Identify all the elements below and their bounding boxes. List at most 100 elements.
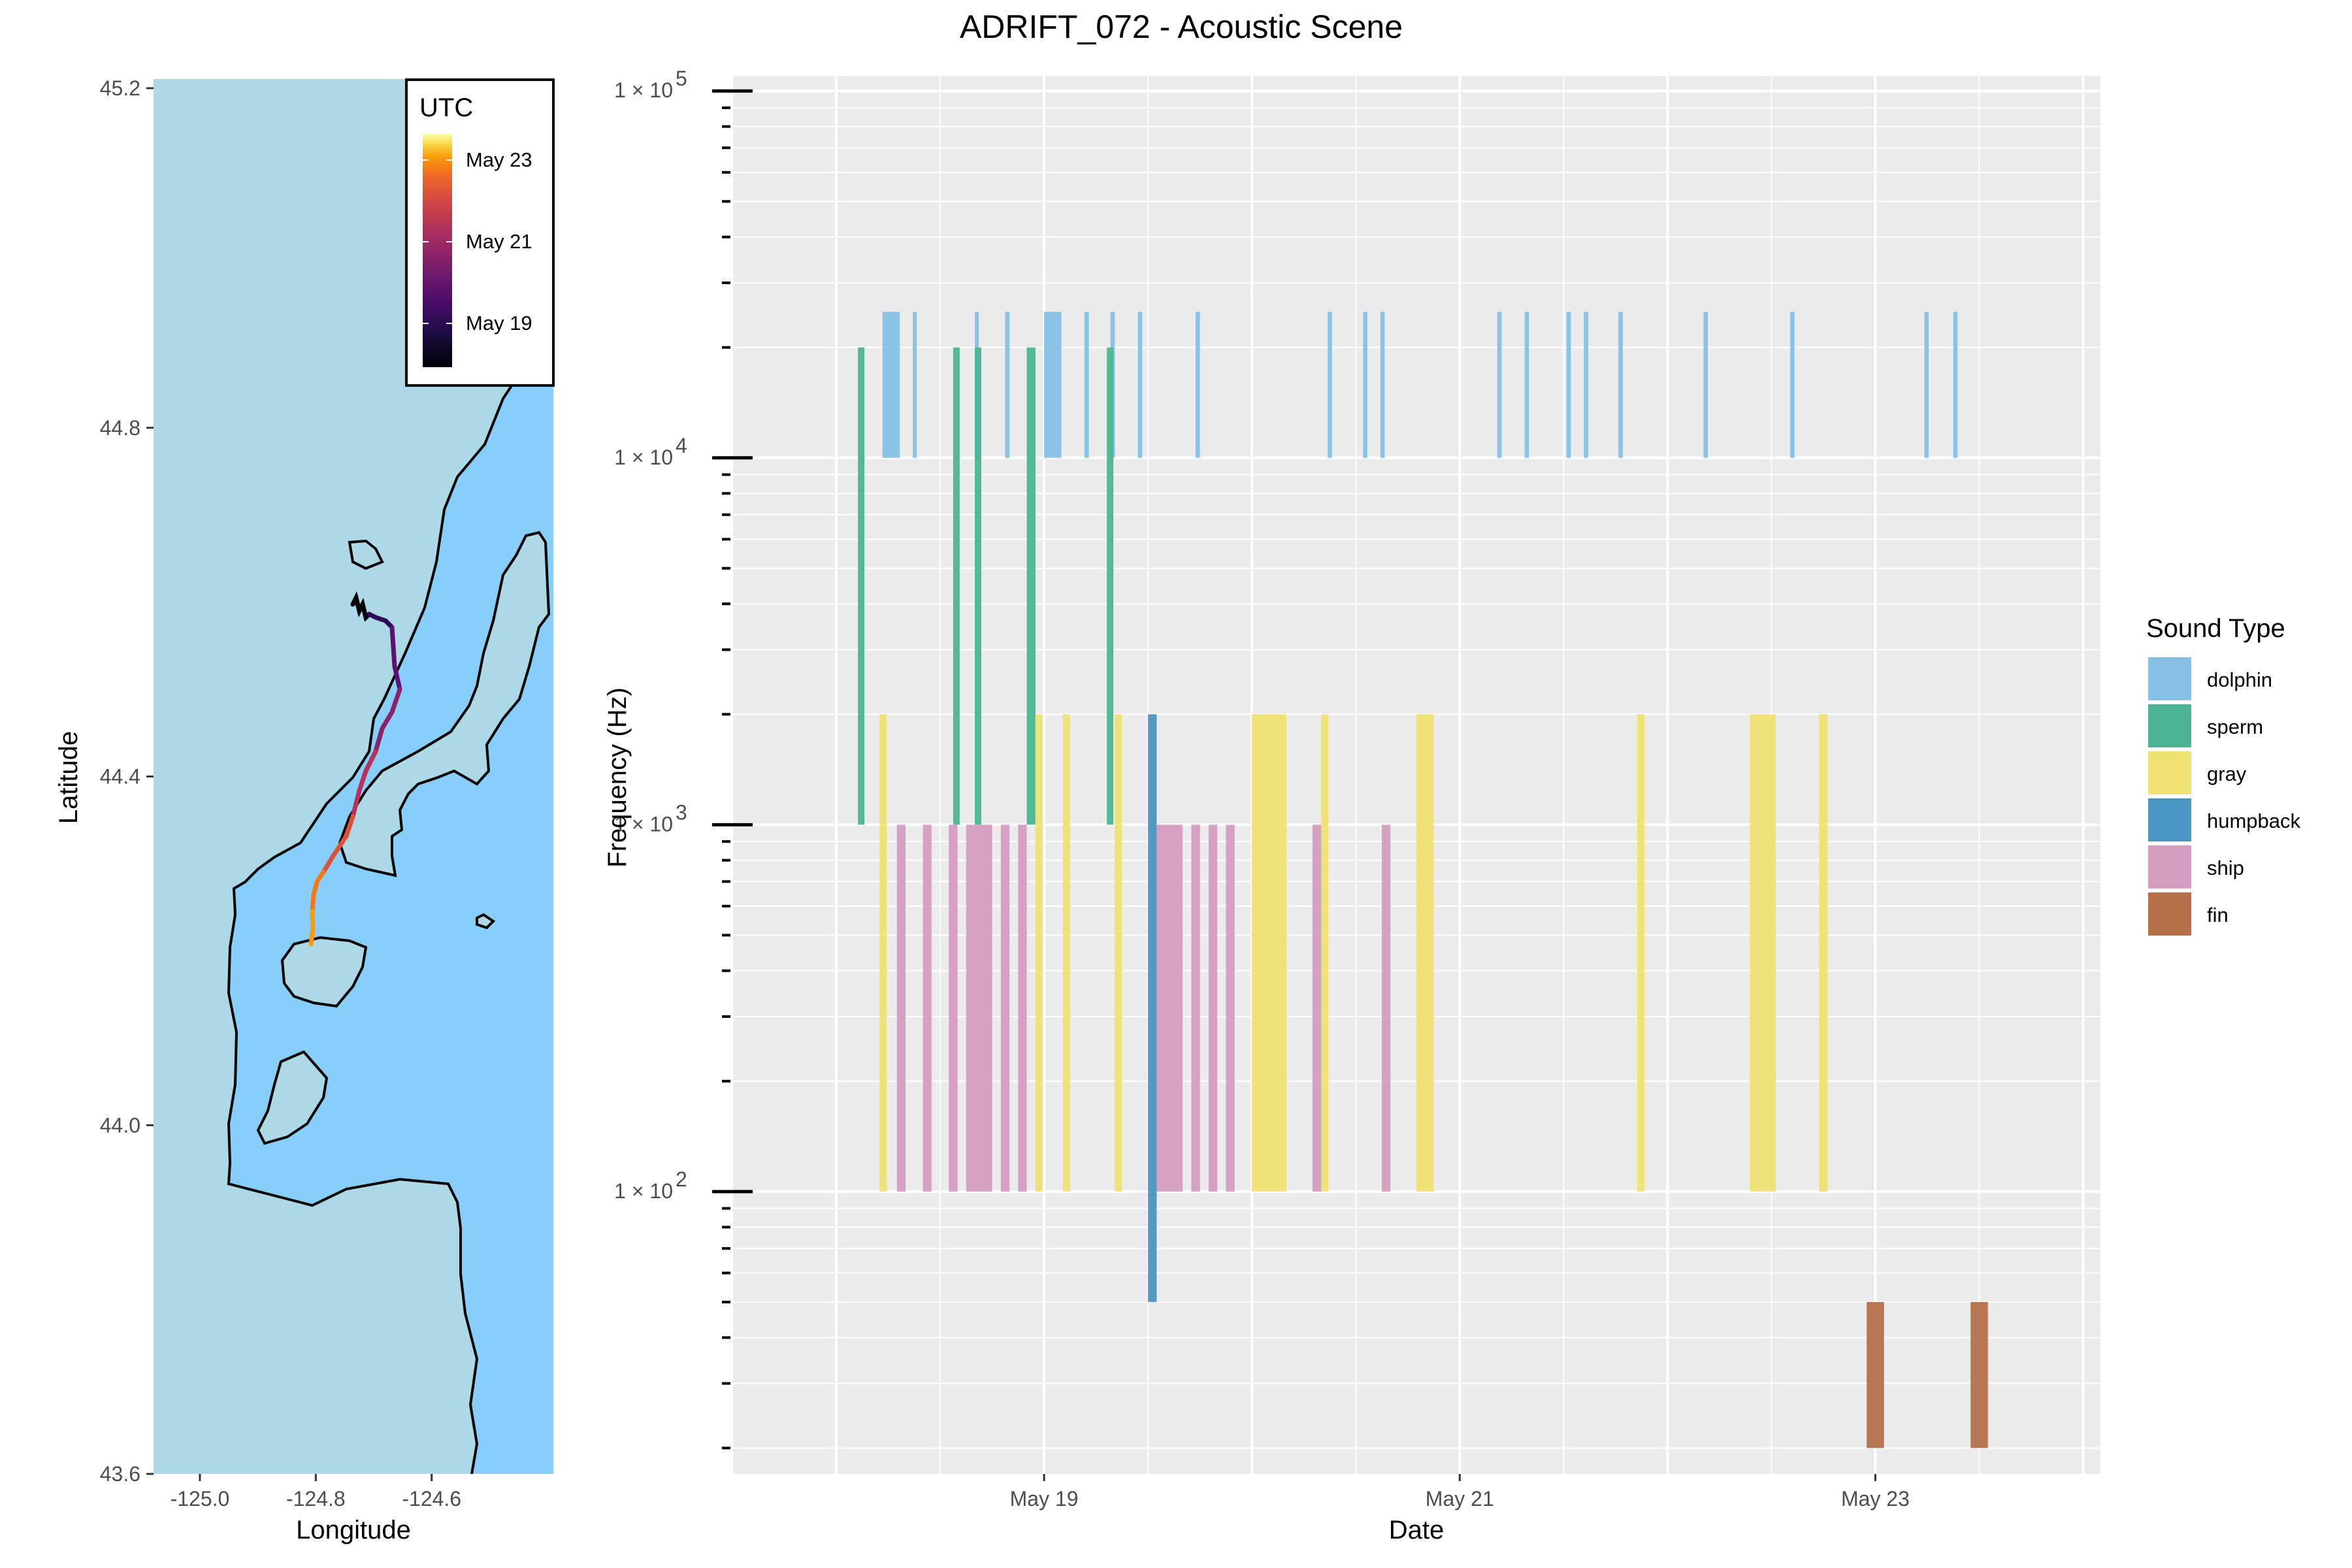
map-x-axis: -125.0 -124.8 -124.6 — [171, 1474, 461, 1511]
event-bar-ship — [896, 825, 906, 1192]
drift-track — [308, 591, 402, 947]
event-bar-dolphin — [1584, 312, 1588, 458]
event-bar-dolphin — [895, 312, 900, 458]
map-land-lobe-1 — [338, 531, 551, 877]
event-bar-ship — [1381, 825, 1391, 1192]
event-bar-dolphin — [1566, 312, 1571, 458]
event-bar-dolphin — [1497, 312, 1502, 458]
map-y-axis-title: Latitude — [54, 731, 83, 824]
map-land-lobe-3 — [256, 1050, 329, 1145]
map-coastline — [227, 378, 517, 1474]
chart-y-tick-exponent: 5 — [676, 67, 687, 90]
event-bar-ship — [1208, 825, 1218, 1192]
chart-y-tick-label: 1 × 10 — [614, 1179, 673, 1203]
legend-label-fin: fin — [2207, 904, 2229, 926]
event-bar-ship — [1191, 825, 1200, 1192]
event-bar-dolphin — [1363, 312, 1367, 458]
chart-y-tick-exponent: 2 — [676, 1168, 687, 1191]
event-bar-gray — [879, 714, 887, 1192]
map-panel: 43.644.044.444.845.2 -125.0 -124.8 -124.6 … — [54, 76, 555, 1544]
map-land-lobe-5 — [476, 913, 496, 930]
legend-label-dolphin: dolphin — [2207, 668, 2272, 691]
map-x-tick-label: -125.0 — [171, 1487, 230, 1511]
chart-y-tick-exponent: 4 — [676, 434, 687, 457]
event-bar-humpback — [1148, 714, 1157, 1302]
event-bar-dolphin — [1924, 312, 1929, 458]
event-bar-dolphin — [1196, 312, 1200, 458]
event-bar-dolphin — [1328, 312, 1332, 458]
event-bar-ship — [1156, 825, 1183, 1192]
chart-bars — [858, 312, 1988, 1448]
utc-legend-title: UTC — [419, 93, 473, 122]
map-y-tick-label: 44.8 — [100, 416, 140, 440]
event-bar-dolphin — [887, 312, 891, 458]
legend-key-dolphin — [2147, 656, 2193, 702]
map-x-axis-title: Longitude — [296, 1516, 411, 1544]
utc-tick-label: May 23 — [466, 148, 532, 171]
sound-type-legend-title: Sound Type — [2146, 614, 2285, 643]
event-bar-dolphin — [1790, 312, 1795, 458]
event-bar-dolphin — [1953, 312, 1958, 458]
event-bar-gray — [1819, 714, 1828, 1192]
map-land-lobe-2 — [280, 936, 368, 1008]
event-bar-ship — [1018, 825, 1027, 1192]
event-bar-dolphin — [913, 312, 917, 458]
event-bar-dolphin — [1703, 312, 1708, 458]
chart-y-axis-title: Frequency (Hz) — [603, 687, 632, 868]
event-bar-gray — [1416, 714, 1434, 1192]
utc-colorbar-ticks: May 23 May 21 May 19 — [423, 148, 532, 335]
event-bar-sperm — [1026, 347, 1036, 825]
legend-label-gray: gray — [2207, 762, 2247, 785]
event-bar-sperm — [953, 347, 960, 825]
event-bar-dolphin — [890, 312, 896, 458]
chart-x-tick-label: May 21 — [1426, 1487, 1494, 1511]
event-bar-gray — [1062, 714, 1070, 1192]
event-bar-ship — [923, 825, 932, 1192]
event-bar-gray — [1637, 714, 1644, 1192]
sound-type-legend-entries: dolphin sperm gray humpback ship fin — [2147, 656, 2301, 937]
map-y-tick-label: 45.2 — [100, 76, 140, 100]
map-x-tick-label: -124.6 — [402, 1487, 461, 1511]
map-y-tick-label: 44.4 — [100, 765, 140, 789]
chart-x-tick-label: May 19 — [1010, 1487, 1079, 1511]
utc-legend: UTC May 23 May 21 May 19 — [405, 78, 555, 387]
chart-x-tick-label: May 23 — [1841, 1487, 1910, 1511]
chart-panel: 1 × 10 21 × 10 31 × 10 41 × 10 5 May 19 May 2… — [603, 67, 2100, 1544]
chart-y-tick-label: 1 × 10 — [614, 446, 673, 469]
event-bar-dolphin — [1084, 312, 1089, 458]
figure-title: ADRIFT_072 - Acoustic Scene — [960, 8, 1403, 45]
event-bar-ship — [1312, 825, 1322, 1192]
event-bar-fin — [1867, 1301, 1884, 1448]
utc-tick-label: May 21 — [466, 230, 532, 253]
map-y-axis: 43.6 44.0 44.4 44.8 45.2 — [100, 76, 154, 1486]
chart-x-axis-title: Date — [1389, 1516, 1445, 1544]
event-bar-dolphin — [1044, 312, 1062, 458]
event-bar-ship — [1000, 825, 1010, 1192]
chart-y-tick-label: 1 × 10 — [614, 812, 673, 836]
utc-tick-label: May 19 — [466, 312, 532, 335]
legend-label-ship: ship — [2207, 857, 2244, 879]
map-x-tick-label: -124.8 — [286, 1487, 346, 1511]
event-bar-gray — [1750, 714, 1776, 1192]
event-bar-gray — [1321, 714, 1329, 1192]
legend-key-fin — [2147, 891, 2193, 937]
event-bar-sperm — [1107, 347, 1114, 825]
legend-key-gray — [2147, 750, 2193, 796]
event-bar-ship — [966, 825, 992, 1192]
event-bar-gray — [1115, 714, 1122, 1192]
event-bar-ship — [949, 825, 958, 1192]
legend-label-humpback: humpback — [2207, 809, 2301, 832]
event-bar-dolphin — [882, 312, 887, 458]
event-bar-dolphin — [1137, 312, 1143, 458]
event-bar-dolphin — [1380, 312, 1385, 458]
event-bar-fin — [1970, 1301, 1988, 1448]
event-bar-dolphin — [1524, 312, 1529, 458]
chart-y-axis: 1 × 10 21 × 10 31 × 10 41 × 10 5 — [614, 67, 753, 1450]
legend-key-ship — [2147, 844, 2193, 890]
event-bar-dolphin — [1618, 312, 1623, 458]
sound-type-legend: Sound Type dolphin sperm gray humpback ship f… — [2146, 614, 2301, 937]
map-land-lobe-4 — [348, 539, 384, 570]
map-water-region — [229, 359, 553, 1474]
